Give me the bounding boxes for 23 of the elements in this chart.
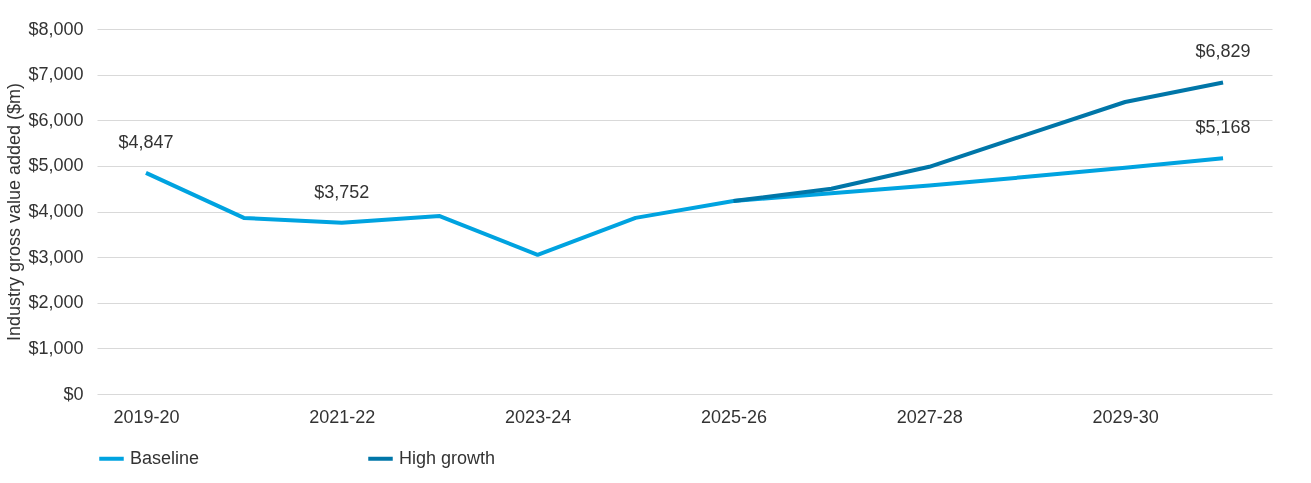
y-axis-title: Industry gross value added ($m) [4, 82, 25, 342]
y-tick-label: $0 [63, 383, 84, 404]
data-label: $4,847 [118, 131, 174, 152]
legend-label: High growth [399, 447, 496, 468]
data-label: $3,752 [314, 181, 370, 202]
y-tick-label: $2,000 [28, 292, 84, 313]
data-label: $5,168 [1195, 117, 1251, 138]
data-label: $6,829 [1195, 41, 1251, 62]
y-tick-label: $4,000 [28, 201, 84, 221]
y-tick-label: $1,000 [28, 337, 84, 358]
y-tick-label: $6,000 [28, 109, 84, 130]
y-tick-label: $3,000 [28, 246, 84, 267]
y-tick-label: $8,000 [28, 18, 84, 39]
x-tick-label: 2027-28 [896, 406, 963, 427]
y-tick-label: $5,000 [28, 155, 84, 176]
y-tick-label: $7,000 [28, 64, 84, 85]
x-tick-label: 2029-30 [1092, 406, 1159, 427]
x-tick-label: 2021-22 [309, 406, 376, 427]
x-tick-label: 2019-20 [113, 406, 180, 427]
legend-label: Baseline [130, 447, 200, 468]
x-tick-label: 2023-24 [505, 406, 572, 427]
x-tick-label: 2025-26 [700, 406, 767, 427]
line-series [143, 156, 1226, 257]
